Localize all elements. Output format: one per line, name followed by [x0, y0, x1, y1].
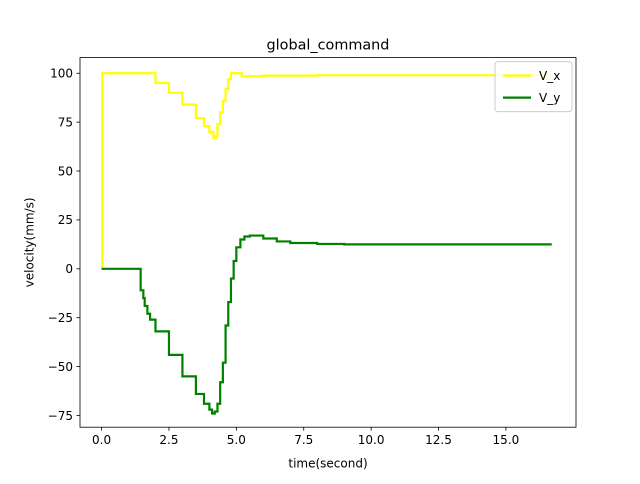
x-axis: 0.0 2.5 5.0 7.5 10.0 12.5 15.0 [92, 427, 519, 447]
y-tick-label: 75 [58, 115, 73, 129]
y-tick-label: −75 [48, 409, 73, 423]
x-tick-label: 7.5 [294, 433, 313, 447]
series-layer [101, 72, 552, 415]
chart-title: global_command [267, 38, 390, 54]
x-tick-label: 15.0 [493, 433, 520, 447]
x-tick-label: 5.0 [227, 433, 246, 447]
legend: V_x V_y [494, 61, 573, 113]
legend-label: V_x [539, 69, 560, 83]
y-tick-label: −50 [48, 360, 73, 374]
y-tick-label: 100 [50, 67, 73, 81]
y-axis: −75 −50 −25 0 25 50 75 100 [48, 67, 80, 423]
y-axis-label: velocity(mm/s) [23, 197, 37, 287]
legend-box [494, 61, 573, 113]
x-tick-label: 0.0 [92, 433, 111, 447]
series-line-v-x [101, 72, 552, 270]
y-tick-label: 25 [58, 213, 73, 227]
x-axis-label: time(second) [288, 457, 367, 471]
y-tick-label: −25 [48, 311, 73, 325]
series-line-v-y [101, 234, 552, 415]
y-tick-label: 0 [65, 262, 73, 276]
x-tick-label: 2.5 [159, 433, 178, 447]
y-tick-label: 50 [58, 164, 73, 178]
x-tick-label: 12.5 [425, 433, 452, 447]
x-tick-label: 10.0 [358, 433, 385, 447]
legend-label: V_y [539, 91, 560, 105]
axes-frame [79, 57, 577, 428]
